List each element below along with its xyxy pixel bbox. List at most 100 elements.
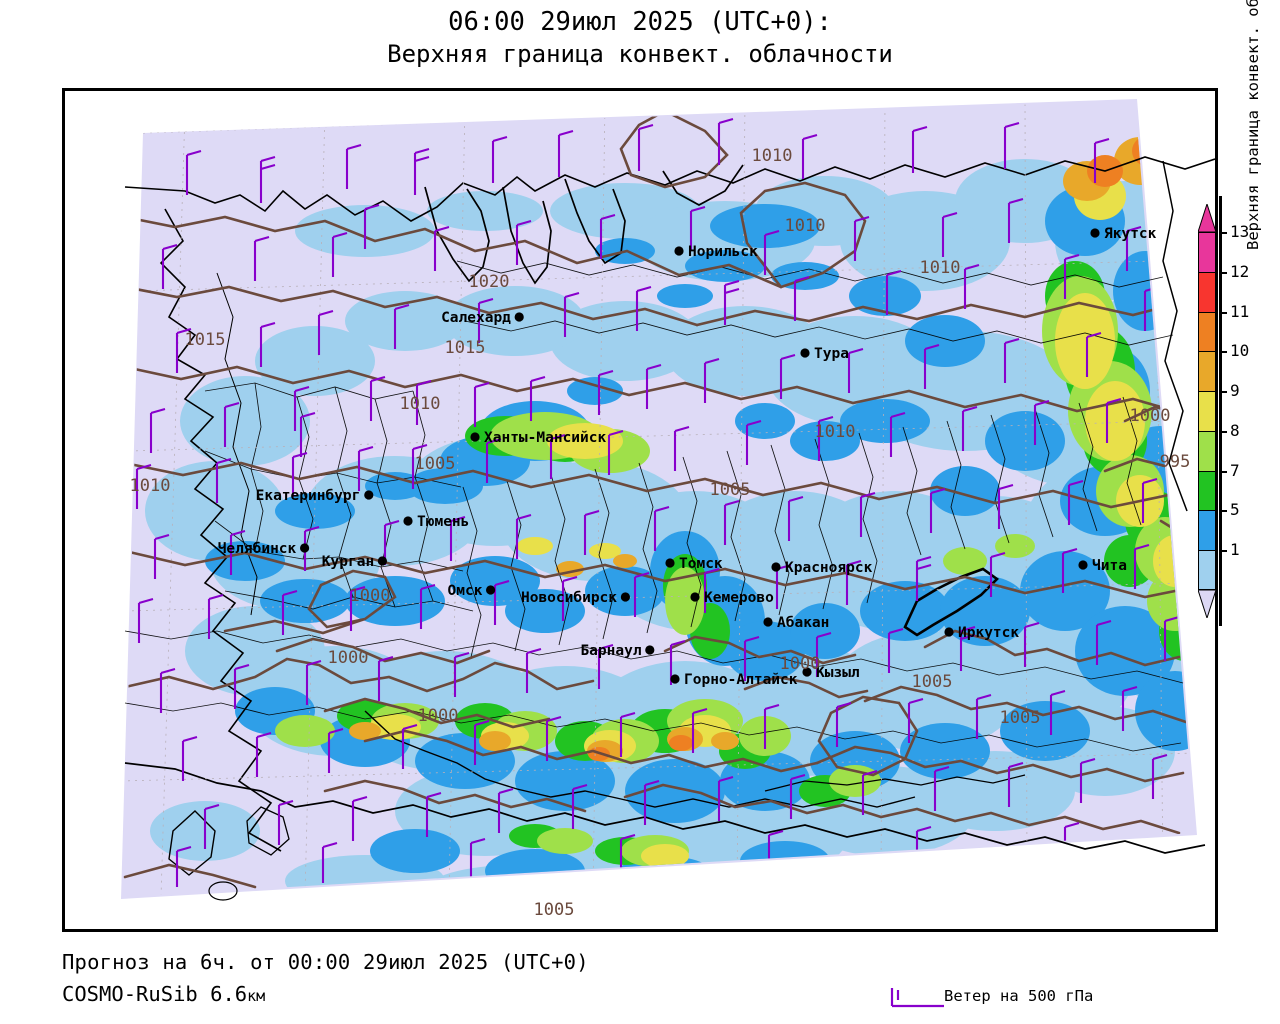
cloud-top-field [145,135,1195,897]
isobar-label: 1010 [400,394,441,414]
colorbar-tick-label: 7 [1230,460,1240,480]
city-marker: Новосибирск [521,590,631,606]
city-marker: Омск [448,583,496,599]
colorbar-tick [1219,550,1227,553]
weather-map[interactable]: Норильск Якутск Салехард Тура Ханты-Мансийск… [62,88,1218,932]
isobar-label: 1000 [328,648,369,668]
isobar-label: 1015 [445,338,486,358]
city-label: Иркутск [958,625,1019,641]
city-dot [403,516,413,526]
colorbar-tick [1219,510,1227,513]
isobar-label: 1010 [785,216,826,236]
isobar-label: 1005 [534,900,575,920]
colorbar-band-10 [1198,351,1216,392]
colorbar[interactable] [1197,202,1217,620]
colorbar-bottom-arrow [1197,589,1217,620]
city-label: Барнаул [580,643,641,659]
colorbar-tick-label: 12 [1230,261,1250,281]
isobar-contours [123,109,1195,897]
colorbar-tick-label: 8 [1230,420,1240,440]
colorbar-tick-label: 10 [1230,341,1250,361]
isobar-label: 1020 [469,272,510,292]
isobar-label: 1000 [418,706,459,726]
city-marker: Абакан [763,615,829,631]
city-marker: Кызыл [802,665,860,681]
model-name: COSMO-RuSib 6.6 [62,982,248,1006]
city-label: Тюмень [417,514,469,530]
colorbar-tick [1219,430,1227,433]
colorbar-tick-label: 13 [1230,222,1250,241]
colorbar-tick [1219,271,1227,274]
colorbar-band-11 [1198,311,1216,352]
isobar-label: 1005 [1000,708,1041,728]
map-canvas[interactable]: Норильск Якутск Салехард Тура Ханты-Мансийск… [65,91,1215,929]
city-dot [620,592,631,602]
city-dot [670,674,680,684]
city-dot [470,432,480,442]
wind-barbs [135,117,1195,887]
colorbar-top-arrow [1197,202,1217,233]
city-label: Ханты-Мансийск [484,430,606,446]
city-dot [1078,560,1088,570]
isobar-label: 1000 [780,654,821,674]
map-graphics: Норильск Якутск Салехард Тура Ханты-Мансийск… [65,91,1215,929]
city-dot [645,645,655,655]
city-label: Кемерово [704,590,774,606]
colorbar-tick [1219,311,1227,314]
city-label: Салехард [441,310,511,326]
isobar-label: 1010 [815,422,856,442]
city-label: Якутск [1104,226,1157,242]
city-marker: Норильск [674,244,758,260]
city-label: Кызыл [816,665,860,681]
colorbar-tick [1219,470,1227,473]
colorbar-tick [1219,351,1227,354]
city-label: Омск [448,583,483,599]
city-marker: Горно-Алтайск [670,672,798,688]
city-marker: Ханты-Мансийск [470,430,606,446]
isobar-label: 1000 [1130,406,1171,426]
city-label: Челябинск [218,541,297,557]
city-label: Чита [1092,558,1127,574]
city-label: Норильск [688,244,758,260]
colorbar-tick-label: 1 [1230,540,1240,560]
city-marker: Чита [1078,558,1127,574]
city-marker: Екатеринбург [256,488,374,504]
colorbar-tick-label: 11 [1230,301,1250,321]
city-dot [674,246,684,256]
colorbar-band-1 [1198,550,1216,590]
city-label: Курган [322,554,374,570]
colorbar-tick-label: 9 [1230,381,1240,401]
city-label: Новосибирск [521,590,617,606]
city-label: Екатеринбург [256,488,361,504]
forecast-info: Прогноз на 6ч. от 00:00 29июл 2025 (UTC+… [62,950,589,974]
city-label: Абакан [777,615,829,631]
map-borders [124,156,1215,901]
colorbar-tick [1219,391,1227,394]
city-dot [802,667,812,677]
colorbar-tick-label: 5 [1230,500,1240,520]
title-datetime: 06:00 29июл 2025 (UTC+0): [448,7,832,37]
isobar-label: 1010 [130,476,171,496]
colorbar-band-5 [1198,510,1216,551]
city-marker: Курган [322,554,387,570]
colorbar-band-7 [1198,470,1216,511]
title-parameter: Верхняя граница конвект. облачности [387,40,893,68]
model-unit: км [247,987,266,1005]
city-dot [800,348,810,358]
city-marker: Тура [800,346,849,362]
colorbar-band-13 [1198,232,1216,272]
city-marker: Иркутск [944,625,1019,641]
city-label: Красноярск [785,560,873,576]
isobar-label: 1005 [415,454,456,474]
isobar-label: 1005 [710,480,751,500]
city-dot [944,627,954,637]
isobar-label: 1000 [350,586,391,606]
city-marker: Якутск [1090,226,1157,242]
city-dot [377,556,387,566]
city-dot [665,558,675,568]
city-label: Томск [679,556,723,572]
city-dot [514,312,524,322]
city-marker: Барнаул [580,643,655,659]
city-label: Тура [814,346,849,362]
colorbar-band-12 [1198,271,1216,312]
